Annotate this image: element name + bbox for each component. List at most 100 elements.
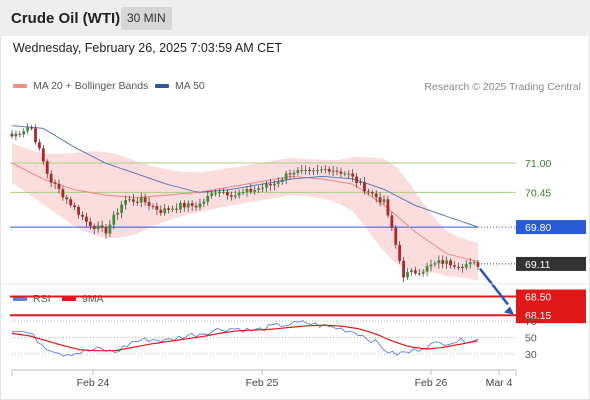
candle-body xyxy=(382,199,386,203)
candle-body xyxy=(280,179,284,183)
candle-body xyxy=(421,271,425,274)
candle-body xyxy=(457,266,460,268)
candle-body xyxy=(151,205,155,207)
candle-body xyxy=(464,264,468,268)
last-price-label: 69.11 xyxy=(525,259,551,271)
ma20-line xyxy=(11,162,479,263)
candle-body xyxy=(468,262,472,265)
ma50-line xyxy=(11,125,479,228)
candle-body xyxy=(135,201,139,203)
candle-body xyxy=(65,197,69,200)
rsi-ma9-line xyxy=(11,324,479,352)
candle-body xyxy=(398,244,402,261)
candle-body xyxy=(218,192,221,194)
candle-body xyxy=(300,170,304,172)
rsi-swatch xyxy=(13,297,27,301)
candle-body xyxy=(402,260,405,278)
candle-body xyxy=(30,127,33,129)
candle-body xyxy=(57,183,61,190)
candle-body xyxy=(49,173,53,183)
candle-body xyxy=(351,173,355,177)
candle-body xyxy=(253,189,257,192)
ma9-swatch xyxy=(62,297,76,301)
candle-body xyxy=(159,209,163,214)
legend-ma20: MA 20 + Bollinger Bands xyxy=(13,80,148,92)
candle-body xyxy=(460,267,464,269)
candle-body xyxy=(296,170,300,173)
candle-body xyxy=(378,197,382,203)
candle-body xyxy=(343,173,347,175)
resistance-label: 70.45 xyxy=(525,187,551,199)
candle-body xyxy=(433,263,437,265)
ma20-swatch xyxy=(13,84,27,88)
candle-body xyxy=(355,176,359,183)
support-tag xyxy=(516,289,586,324)
candle-body xyxy=(206,195,210,202)
time-tick-label: Feb 26 xyxy=(415,377,448,389)
last-price-tag xyxy=(516,256,586,271)
candle-body xyxy=(335,170,339,172)
candle-body xyxy=(445,260,449,264)
candle-body xyxy=(202,201,206,204)
candle-body xyxy=(92,225,96,230)
candle-body xyxy=(96,225,100,230)
candle-body xyxy=(374,193,378,198)
candle-body xyxy=(139,197,143,203)
candle-body xyxy=(147,202,151,206)
candle-body xyxy=(18,133,22,135)
candle-body xyxy=(249,188,253,192)
timestamp: Wednesday, February 26, 2025 7:03:59 AM … xyxy=(13,41,283,55)
candle-body xyxy=(116,212,120,215)
candle-body xyxy=(394,227,398,245)
candle-body xyxy=(77,206,80,215)
candle-body xyxy=(41,148,45,162)
candle-body xyxy=(167,208,171,210)
candle-body xyxy=(312,170,315,172)
candle-body xyxy=(61,189,65,198)
candle-body xyxy=(100,225,104,228)
candle-body xyxy=(38,142,41,149)
candle-body xyxy=(210,193,214,196)
ma50-swatch xyxy=(155,84,169,88)
candle-body xyxy=(222,191,225,193)
candle-body xyxy=(288,173,292,175)
candle-body xyxy=(229,195,233,197)
candle-body xyxy=(417,273,421,275)
time-tick-label: Feb 25 xyxy=(246,377,279,389)
rsi-tick-label: 30 xyxy=(525,349,537,361)
forecast-arrowhead xyxy=(504,306,514,315)
candle-body xyxy=(370,192,374,194)
candle-body xyxy=(284,173,288,180)
candle-body xyxy=(363,181,366,192)
candle-body xyxy=(257,188,261,190)
candle-body xyxy=(241,191,245,193)
candle-body xyxy=(316,170,319,172)
candle-body xyxy=(304,170,308,172)
ma20-label: MA 20 + Bollinger Bands xyxy=(33,80,149,92)
candle-body xyxy=(323,169,327,171)
candle-body xyxy=(22,131,26,135)
candle-body xyxy=(425,266,429,272)
candle-body xyxy=(194,205,198,208)
candle-body xyxy=(73,205,77,207)
candle-body xyxy=(112,214,116,225)
candle-body xyxy=(269,184,272,186)
instrument-title: Crude Oil (WTI) xyxy=(11,10,121,27)
candle-body xyxy=(265,184,268,188)
candle-body xyxy=(14,133,18,137)
candle-body xyxy=(69,199,73,206)
time-tick-label: Mar 4 xyxy=(486,377,513,389)
candle-body xyxy=(163,208,167,214)
candle-body xyxy=(359,181,362,183)
rsi-tick-label: 50 xyxy=(525,333,537,345)
interval-button[interactable]: 30 MIN xyxy=(121,7,172,30)
candle-body xyxy=(308,170,312,172)
candle-body xyxy=(347,173,351,175)
candle-body xyxy=(155,206,159,210)
candle-body xyxy=(34,128,37,143)
candle-body xyxy=(472,262,476,264)
rsi-tick-label: 70 xyxy=(525,316,537,328)
candle-body xyxy=(214,193,218,195)
candle-body xyxy=(233,195,237,197)
